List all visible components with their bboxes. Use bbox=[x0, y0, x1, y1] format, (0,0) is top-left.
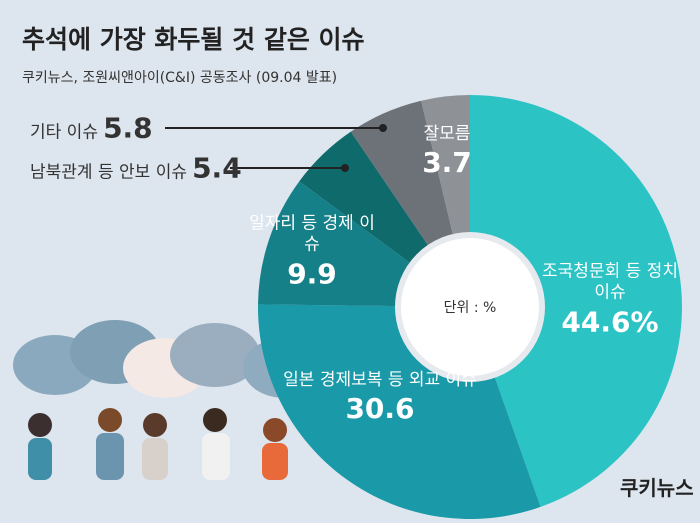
data-label: 일자리 등 경제 이슈 9.9 bbox=[247, 213, 377, 291]
data-label: 남북관계 등 안보 이슈 5.4 bbox=[30, 151, 242, 186]
logo: 쿠키뉴스 bbox=[620, 476, 694, 500]
center-label: 단위 : % bbox=[444, 300, 497, 316]
category-label: 일본 경제보복 등 외교 이슈 bbox=[283, 369, 477, 390]
category-label: 일자리 등 경제 이슈 bbox=[249, 213, 375, 255]
category-label: 조국청문회 등 정치 이슈 bbox=[542, 261, 678, 303]
value-label: 5.8 bbox=[103, 111, 153, 145]
category-label: 잘모름 bbox=[423, 123, 471, 144]
leader-dot bbox=[341, 164, 349, 172]
slice bbox=[470, 95, 682, 507]
value-label: 3.7 bbox=[422, 146, 472, 180]
category-label: 남북관계 등 안보 이슈 bbox=[30, 162, 187, 183]
value-label: 5.4 bbox=[192, 151, 242, 185]
data-label: 조국청문회 등 정치 이슈 44.6% bbox=[535, 261, 685, 339]
value-label: 9.9 bbox=[287, 256, 337, 290]
value-label: 44.6% bbox=[561, 304, 659, 338]
data-label: 기타 이슈 5.8 bbox=[30, 111, 153, 146]
data-label: 잘모름 3.7 bbox=[407, 124, 487, 180]
decoration bbox=[13, 320, 327, 480]
data-label: 일본 경제보복 등 외교 이슈 30.6 bbox=[280, 370, 480, 426]
donut-hole bbox=[395, 232, 545, 382]
subtitle: 쿠키뉴스, 조원씨앤아이(C&I) 공동조사 (09.04 발표) bbox=[22, 70, 337, 86]
leader-dot bbox=[379, 124, 387, 132]
category-label: 기타 이슈 bbox=[30, 122, 98, 143]
value-label: 30.6 bbox=[345, 392, 415, 426]
chart-title: 추석에 가장 화두될 것 같은 이슈 bbox=[22, 25, 365, 54]
